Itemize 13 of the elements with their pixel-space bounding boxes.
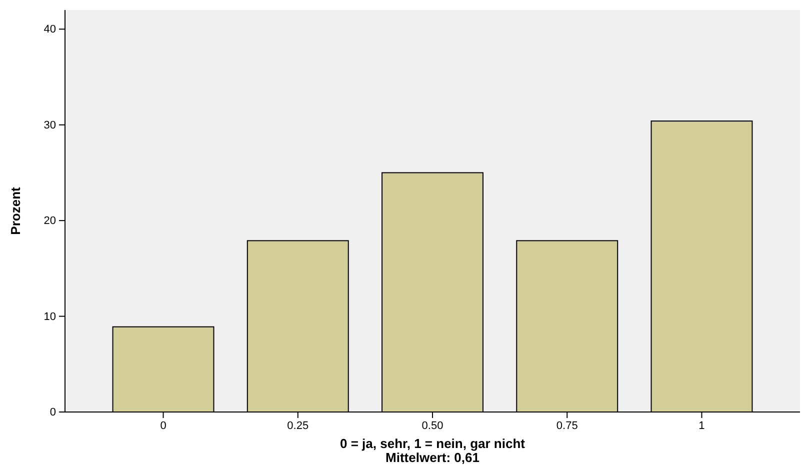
x-axis-title: 0 = ja, sehr, 1 = nein, gar nicht (340, 436, 526, 451)
x-tick-label: 0 (160, 420, 166, 432)
y-tick-label: 10 (44, 310, 56, 323)
x-tick-label: 0.75 (556, 420, 578, 432)
y-tick-label: 40 (44, 24, 56, 36)
x-tick-label: 0.50 (422, 420, 444, 432)
text: Mittelwert: 0,61 (386, 450, 480, 465)
y-tick-label: 30 (44, 119, 56, 132)
x-tick-label: 1 (698, 420, 705, 432)
y-axis-title: Prozent (8, 186, 23, 235)
x-tick-label: 0.25 (287, 420, 309, 432)
y-tick-label: 0 (50, 406, 56, 419)
y-tick-label: 20 (44, 215, 56, 228)
